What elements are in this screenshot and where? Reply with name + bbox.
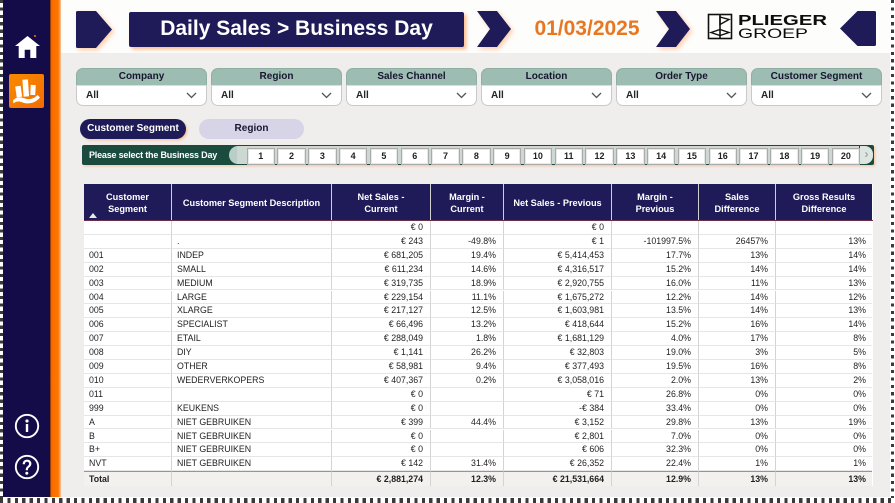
svg-text:PLIEGER: PLIEGER: [738, 13, 828, 29]
svg-text:GROEP: GROEP: [738, 25, 808, 41]
